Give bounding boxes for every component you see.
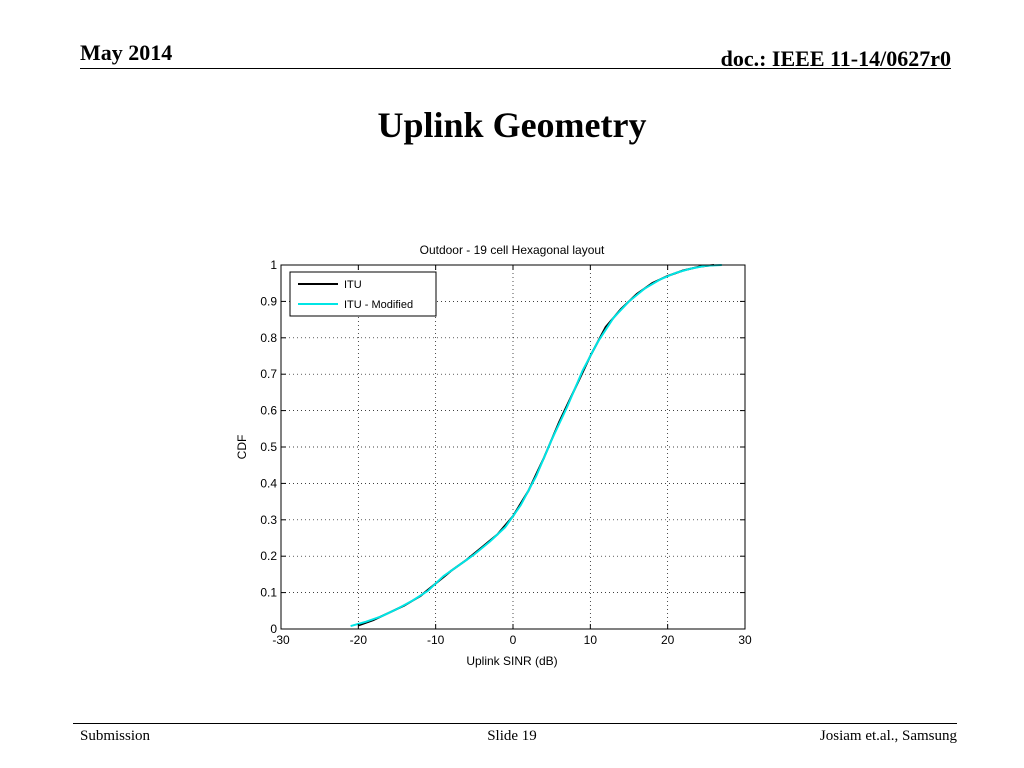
legend-label-itu: ITU	[344, 279, 362, 291]
chart-svg: Outdoor - 19 cell Hexagonal layout Uplin…	[235, 243, 752, 668]
x-tick-label: -30	[272, 633, 290, 647]
y-tick-label: 0.3	[260, 513, 277, 527]
grid-layer	[281, 265, 745, 629]
y-tick-label: 0	[270, 622, 277, 636]
y-tick-label: 0.8	[260, 331, 277, 345]
header-date: May 2014	[80, 40, 173, 65]
series-layer	[350, 264, 722, 628]
x-tick-label: 0	[510, 633, 517, 647]
x-tick-label: 30	[738, 633, 752, 647]
tick-layer: -30 -20 -10 0 10 20 30 0 0.1 0.2 0.3 0.4 0.5 0.6 0.7 0.…	[260, 258, 752, 647]
y-tick-label: 0.5	[260, 440, 277, 454]
y-tick-label: 1	[270, 258, 277, 272]
y-axis-label: CDF	[235, 435, 249, 460]
header-doc-id: doc.: IEEE 11-14/0627r0	[720, 46, 951, 71]
x-axis-label: Uplink SINR (dB)	[466, 654, 557, 668]
legend-label-itu-modified: ITU - Modified	[344, 299, 413, 311]
footer-submission: Submission	[80, 728, 151, 744]
cdf-chart: Outdoor - 19 cell Hexagonal layout Uplin…	[220, 230, 780, 680]
x-tick-label: 10	[584, 633, 598, 647]
x-tick-label: -20	[350, 633, 368, 647]
y-tick-label: 0.9	[260, 294, 277, 308]
x-tick-label: 20	[661, 633, 675, 647]
footer-authors: Josiam et.al., Samsung	[819, 728, 957, 744]
legend: ITU ITU - Modified	[289, 271, 437, 317]
series-line-itu	[357, 264, 715, 627]
footer-divider	[73, 723, 957, 724]
footer-slide-number: Slide 19	[487, 728, 537, 744]
y-tick-label: 0.7	[260, 367, 277, 381]
chart-title: Outdoor - 19 cell Hexagonal layout	[420, 243, 605, 257]
legend-box	[289, 271, 437, 317]
y-tick-label: 0.2	[260, 549, 277, 563]
series-line-itu-modified	[350, 264, 722, 628]
y-tick-label: 0.6	[260, 404, 277, 418]
y-tick-label: 0.4	[260, 476, 277, 490]
x-tick-label: -10	[427, 633, 445, 647]
y-tick-label: 0.1	[260, 586, 277, 600]
slide-title: Uplink Geometry	[377, 105, 647, 145]
header-divider	[80, 68, 951, 69]
